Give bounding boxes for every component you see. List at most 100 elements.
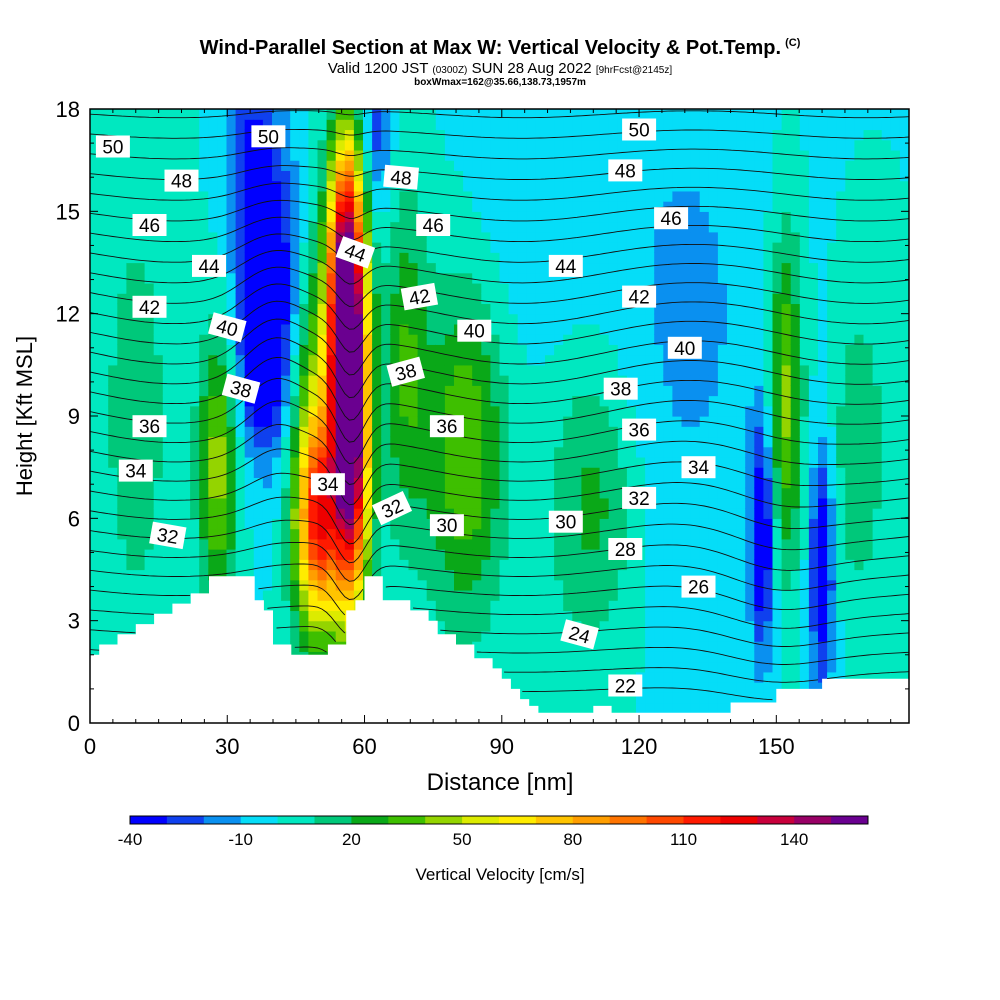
w-cell xyxy=(699,282,710,294)
w-cell xyxy=(290,149,300,161)
w-cell xyxy=(608,334,619,345)
w-cell xyxy=(626,272,637,284)
w-cell xyxy=(99,354,109,366)
w-cell xyxy=(790,262,801,274)
w-cell xyxy=(645,139,655,151)
w-cell xyxy=(617,518,628,530)
w-cell xyxy=(299,211,309,223)
w-cell xyxy=(790,231,801,243)
w-cell xyxy=(818,508,828,519)
w-cell xyxy=(117,610,127,622)
w-cell xyxy=(135,160,146,171)
w-cell xyxy=(608,416,619,427)
w-cell xyxy=(599,282,610,294)
w-cell xyxy=(472,518,482,530)
w-cell xyxy=(381,559,391,571)
w-cell xyxy=(526,109,537,120)
w-cell xyxy=(508,119,519,131)
w-cell xyxy=(727,334,737,345)
w-cell xyxy=(754,180,764,192)
w-cell xyxy=(763,221,774,233)
w-cell xyxy=(808,139,819,151)
w-cell xyxy=(262,375,273,386)
w-cell xyxy=(162,272,173,284)
w-cell xyxy=(526,344,537,356)
w-cell xyxy=(663,487,673,499)
w-cell xyxy=(681,508,692,519)
w-cell xyxy=(144,589,155,601)
w-cell xyxy=(262,242,273,253)
w-cell xyxy=(781,334,792,345)
w-cell xyxy=(99,559,109,571)
w-cell xyxy=(217,303,228,315)
w-cell xyxy=(90,630,100,642)
w-cell xyxy=(717,395,728,407)
w-cell xyxy=(90,313,100,325)
w-cell xyxy=(690,160,701,171)
w-cell xyxy=(699,528,710,540)
w-cell xyxy=(335,334,346,345)
w-cell xyxy=(808,282,819,294)
w-cell xyxy=(617,149,628,161)
w-cell xyxy=(599,211,610,223)
w-cell xyxy=(126,620,137,632)
w-cell xyxy=(608,313,619,325)
w-cell xyxy=(608,702,619,714)
w-cell xyxy=(399,323,410,335)
w-cell xyxy=(290,252,300,264)
w-cell xyxy=(781,528,792,540)
w-cell xyxy=(217,528,228,540)
w-cell xyxy=(636,477,646,489)
w-cell xyxy=(645,344,655,356)
w-cell xyxy=(708,190,719,202)
w-cell xyxy=(636,190,646,202)
w-cell xyxy=(108,589,118,601)
w-cell xyxy=(144,405,155,417)
w-cell xyxy=(417,129,428,141)
w-cell xyxy=(736,139,746,151)
w-cell xyxy=(772,190,783,202)
w-cell xyxy=(708,211,719,223)
w-cell xyxy=(681,149,692,161)
w-cell xyxy=(654,231,664,243)
w-cell xyxy=(99,180,109,192)
w-cell xyxy=(526,242,537,253)
w-cell xyxy=(672,600,683,612)
w-cell xyxy=(454,180,464,192)
w-cell xyxy=(790,109,801,120)
w-cell xyxy=(827,211,837,223)
w-cell xyxy=(290,170,300,182)
w-cell xyxy=(353,149,364,161)
w-cell xyxy=(736,190,746,202)
w-cell xyxy=(299,610,309,622)
w-cell xyxy=(636,508,646,519)
forecast-label: [9hrFcst@2145z] xyxy=(595,65,673,76)
w-cell xyxy=(836,456,846,468)
w-cell xyxy=(481,497,491,509)
w-cell xyxy=(772,416,783,427)
w-cell xyxy=(326,231,337,243)
w-cell xyxy=(117,518,127,530)
w-cell xyxy=(381,518,391,530)
w-cell xyxy=(90,477,100,489)
w-cell xyxy=(535,139,546,151)
w-cell xyxy=(426,180,437,192)
w-cell xyxy=(253,395,264,407)
w-cell xyxy=(654,446,664,458)
w-cell xyxy=(326,620,337,632)
w-cell xyxy=(772,119,783,131)
w-cell xyxy=(390,385,400,397)
w-cell xyxy=(326,262,337,274)
w-cell xyxy=(772,518,783,530)
w-cell xyxy=(235,416,246,427)
w-cell xyxy=(645,600,655,612)
w-cell xyxy=(290,589,300,601)
w-cell xyxy=(535,252,546,264)
w-cell xyxy=(126,589,137,601)
w-cell xyxy=(317,610,328,622)
w-cell xyxy=(308,272,319,284)
w-cell xyxy=(754,139,764,151)
w-cell xyxy=(626,252,637,264)
w-cell xyxy=(299,170,309,182)
w-cell xyxy=(818,375,828,386)
